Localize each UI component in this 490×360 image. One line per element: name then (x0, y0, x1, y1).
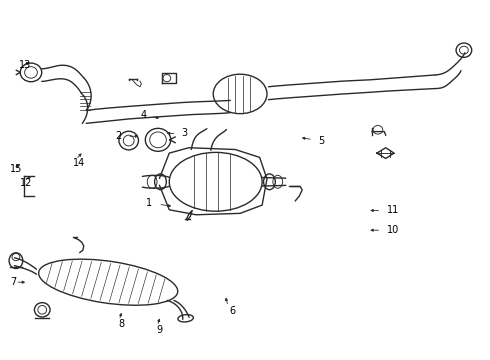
Text: 4: 4 (140, 111, 147, 121)
Text: 1: 1 (146, 198, 152, 208)
Text: 15: 15 (9, 164, 22, 174)
Text: 10: 10 (387, 225, 399, 235)
Text: 5: 5 (318, 136, 324, 145)
Text: 11: 11 (387, 206, 399, 216)
Text: 14: 14 (73, 158, 85, 168)
Text: 2: 2 (116, 131, 122, 141)
Ellipse shape (39, 259, 178, 305)
Text: 3: 3 (181, 129, 188, 138)
Text: 7: 7 (10, 277, 17, 287)
Text: 8: 8 (118, 319, 124, 329)
Text: 12: 12 (20, 178, 33, 188)
Text: 6: 6 (229, 306, 236, 316)
Text: 9: 9 (156, 325, 162, 335)
Text: 13: 13 (19, 60, 31, 70)
